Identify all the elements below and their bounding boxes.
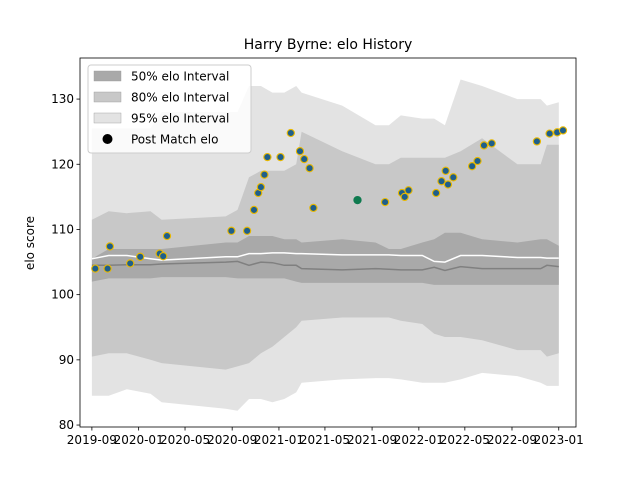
legend: 50% elo Interval 80% elo Interval 95% elo …	[87, 64, 252, 154]
data-point	[309, 203, 318, 213]
x-tick-label: 2022-09	[487, 433, 537, 447]
data-point	[532, 137, 542, 146]
data-point	[545, 129, 554, 138]
data-point	[159, 252, 168, 261]
data-point	[286, 128, 295, 138]
data-point	[263, 152, 272, 162]
y-tick-label: 90	[59, 353, 74, 367]
data-point	[91, 264, 100, 273]
legend-label: Post Match elo	[131, 133, 218, 147]
data-point	[353, 195, 362, 205]
legend-label: 50% elo Interval	[131, 70, 229, 84]
data-point	[305, 164, 314, 173]
data-point	[260, 170, 269, 179]
data-point	[276, 152, 285, 162]
median-line	[91, 260, 559, 272]
y-axis-title: elo score	[23, 216, 37, 270]
data-point	[249, 205, 259, 215]
y-tick-label: 110	[51, 222, 74, 236]
data-point	[487, 139, 496, 148]
x-tick-label: 2022-05	[440, 433, 490, 447]
y-tick-label: 100	[51, 288, 74, 302]
data-point	[441, 166, 450, 175]
data-point	[380, 197, 390, 207]
data-point	[558, 126, 568, 135]
legend-swatch	[93, 70, 122, 82]
data-point	[400, 192, 409, 202]
x-tick-label: 2020-01	[114, 433, 164, 447]
chart-title: Harry Byrne: elo History	[244, 37, 413, 53]
data-point	[300, 154, 309, 164]
y-tick-label: 80	[59, 418, 74, 432]
x-tick-label: 2019-09	[67, 433, 117, 447]
data-point	[467, 162, 477, 171]
legend-marker	[102, 134, 113, 144]
legend-box	[87, 64, 252, 154]
data-point	[295, 147, 305, 156]
data-point	[103, 264, 112, 273]
x-tick-label: 2023-01	[534, 433, 584, 447]
legend-swatch	[93, 91, 122, 103]
data-point	[242, 226, 252, 235]
x-tick-label: 2020-09	[207, 433, 257, 447]
data-point	[126, 259, 135, 268]
plot-area: 80901001101201302019-092020-012020-05202…	[51, 57, 584, 447]
y-tick-label: 130	[51, 92, 74, 106]
y-tick-label: 120	[51, 157, 74, 171]
data-point	[473, 156, 482, 166]
x-tick-label: 2022-01	[394, 433, 444, 447]
x-tick-label: 2021-09	[347, 433, 397, 447]
legend-label: 80% elo Interval	[131, 91, 229, 105]
legend-label: 95% elo Interval	[131, 112, 229, 126]
data-point	[105, 242, 115, 251]
x-tick-label: 2020-05	[160, 433, 210, 447]
data-point	[449, 173, 458, 182]
data-point	[256, 182, 266, 192]
x-tick-label: 2021-05	[300, 433, 350, 447]
plot-frame	[79, 57, 577, 428]
data-point	[404, 186, 413, 195]
band-50	[91, 232, 559, 285]
x-tick-label: 2021-01	[254, 433, 304, 447]
data-point	[437, 177, 446, 186]
data-point	[431, 188, 441, 198]
data-point	[136, 252, 145, 261]
data-point	[443, 180, 453, 189]
mean-line	[91, 252, 559, 263]
legend-swatch	[93, 112, 122, 124]
data-point	[479, 141, 489, 150]
data-point	[227, 226, 236, 235]
data-point	[162, 231, 172, 241]
